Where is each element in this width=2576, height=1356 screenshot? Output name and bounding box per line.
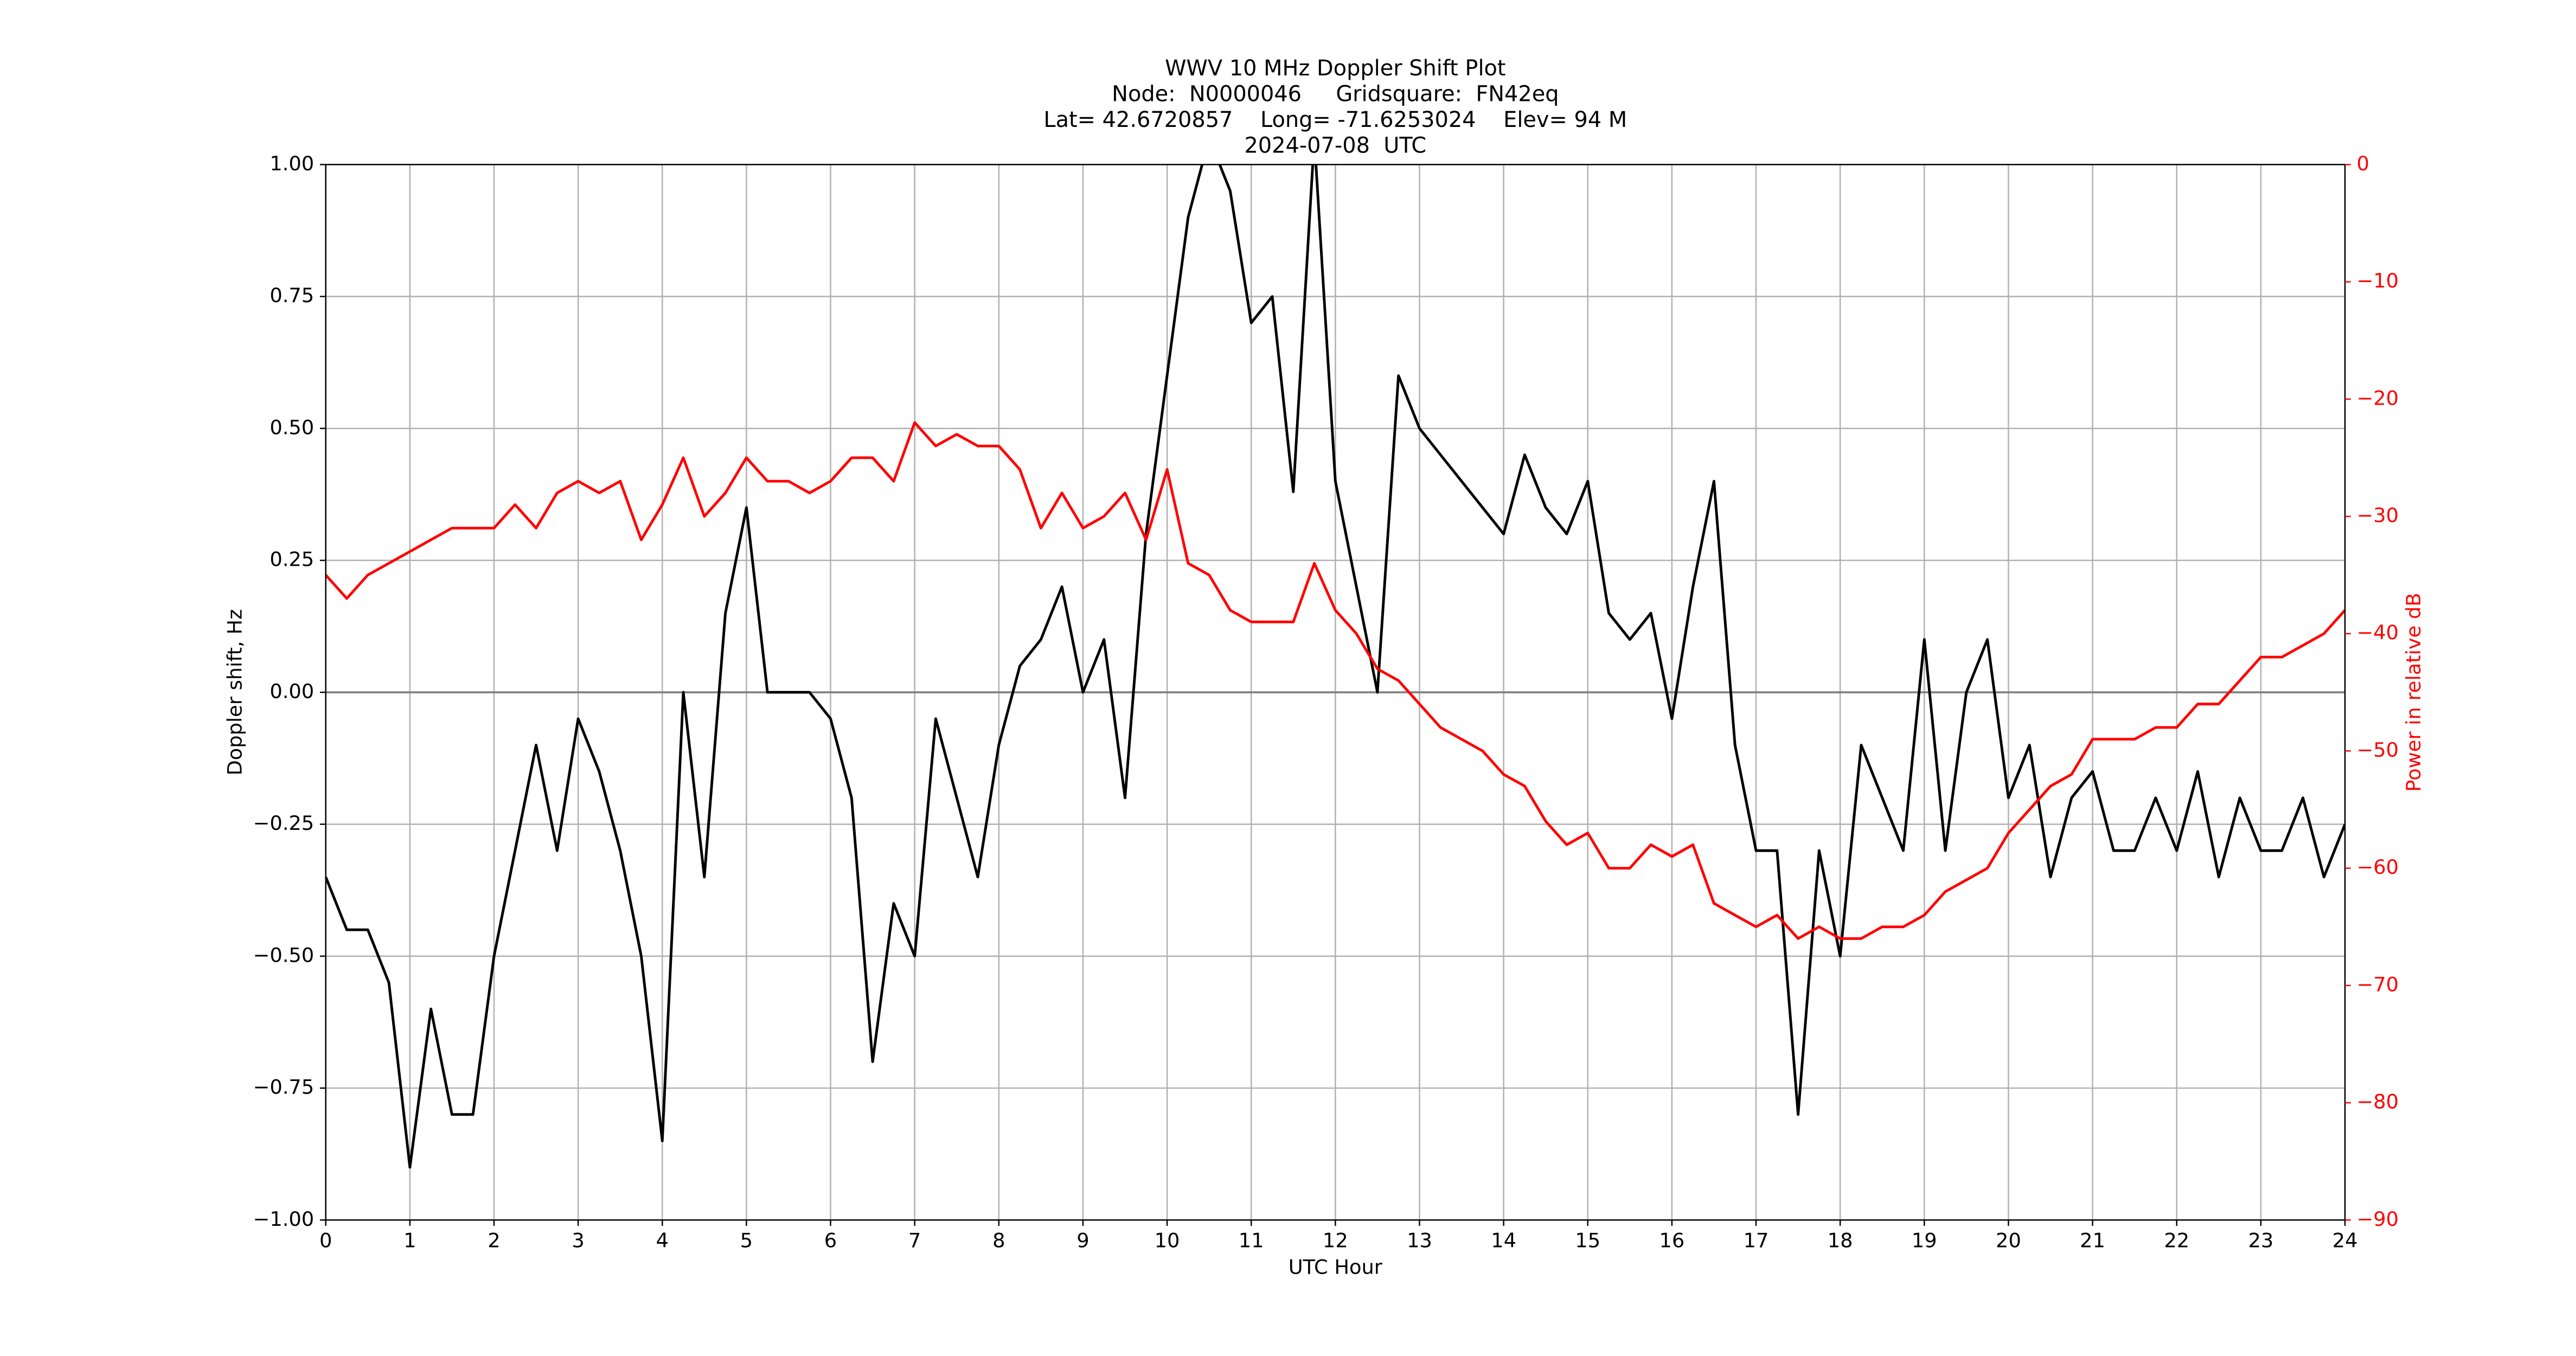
chart-title: 2024-07-08 UTC [1244, 133, 1426, 158]
y-tick-label: 0.50 [270, 415, 314, 439]
x-tick-label: 14 [1491, 1229, 1516, 1252]
plot-lines [325, 164, 2346, 1169]
y-tick-label: −1.00 [253, 1207, 315, 1231]
y-tick-label: −0.75 [253, 1076, 315, 1099]
y2-tick-label: −70 [2356, 973, 2399, 996]
series-line [325, 164, 2346, 1169]
x-tick-label: 16 [1659, 1229, 1684, 1252]
x-tick-label: 13 [1407, 1229, 1432, 1252]
y-tick-label: 0.75 [270, 284, 314, 307]
x-tick-label: 24 [2333, 1229, 2358, 1252]
y2-tick-label: −50 [2356, 738, 2399, 762]
x-tick-label: 4 [656, 1229, 669, 1252]
x-tick-label: 9 [1076, 1229, 1089, 1252]
y2-tick-label: −80 [2356, 1090, 2399, 1114]
x-tick-label: 22 [2164, 1229, 2189, 1252]
x-tick-label: 2 [488, 1229, 500, 1252]
x-tick-label: 17 [1744, 1229, 1769, 1252]
x-tick-label: 8 [992, 1229, 1005, 1252]
chart-title: WWV 10 MHz Doppler Shift Plot [1165, 56, 1505, 81]
y-axis-label: Doppler shift, Hz [223, 609, 247, 776]
x-tick-label: 20 [1996, 1229, 2021, 1252]
chart-title: Lat= 42.6720857 Long= -71.6253024 Elev= … [1043, 107, 1627, 132]
y-tick-label: 1.00 [270, 152, 314, 175]
chart-title: Node: N0000046 Gridsquare: FN42eq [1112, 82, 1559, 107]
y-tick-label: 0.25 [270, 548, 314, 571]
y2-tick-label: −10 [2356, 269, 2399, 292]
x-tick-label: 5 [740, 1229, 753, 1252]
y2-tick-label: −40 [2356, 621, 2399, 644]
x-tick-label: 12 [1323, 1229, 1348, 1252]
x-tick-label: 18 [1828, 1229, 1853, 1252]
y2-tick-label: −90 [2356, 1207, 2399, 1231]
y-tick-label: −0.50 [253, 943, 315, 967]
x-tick-label: 15 [1575, 1229, 1600, 1252]
x-axis-label: UTC Hour [1289, 1256, 1383, 1279]
y2-tick-label: 0 [2356, 152, 2369, 175]
y-tick-label: 0.00 [270, 680, 314, 703]
x-tick-label: 6 [824, 1229, 837, 1252]
x-tick-label: 19 [1912, 1229, 1937, 1252]
x-tick-label: 21 [2080, 1229, 2105, 1252]
y2-tick-label: −60 [2356, 855, 2399, 879]
y2-axis-label: Power in relative dB [2402, 593, 2425, 792]
y2-tick-label: −30 [2356, 504, 2399, 527]
y-tick-label: −0.25 [253, 811, 315, 835]
x-tick-label: 11 [1239, 1229, 1264, 1252]
x-tick-label: 7 [908, 1229, 921, 1252]
x-tick-label: 10 [1155, 1229, 1180, 1252]
y2-tick-label: −20 [2356, 386, 2399, 410]
series-line [325, 421, 2346, 940]
x-tick-label: 1 [403, 1229, 416, 1252]
x-tick-label: 3 [572, 1229, 584, 1252]
x-tick-label: 23 [2248, 1229, 2273, 1252]
x-tick-label: 0 [319, 1229, 332, 1252]
